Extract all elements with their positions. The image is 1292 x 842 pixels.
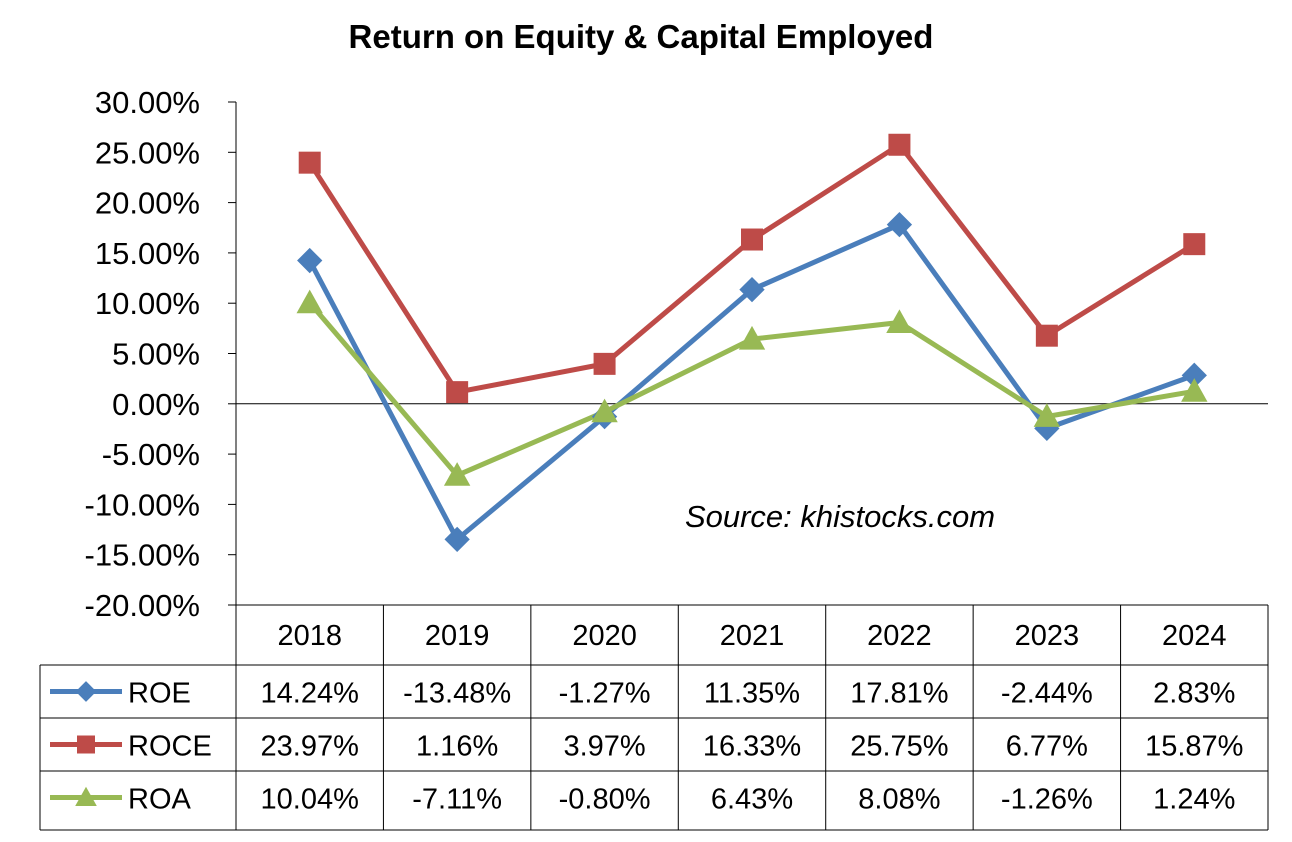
data-point-roa xyxy=(886,309,913,333)
legend-label-roa: ROA xyxy=(128,784,192,816)
data-label-roe: -2.44% xyxy=(1001,678,1093,710)
x-category-label: 2018 xyxy=(277,620,342,652)
y-tick-label: 10.00% xyxy=(95,286,200,321)
data-label-roa: 6.43% xyxy=(711,784,793,816)
legend-marker-roce xyxy=(77,735,95,754)
y-tick-label: -10.00% xyxy=(85,487,200,522)
x-category-label: 2024 xyxy=(1162,620,1227,652)
data-point-roe xyxy=(297,247,323,274)
data-label-roce: 25.75% xyxy=(850,731,948,763)
y-tick-label: -15.00% xyxy=(85,538,200,573)
x-category-label: 2022 xyxy=(867,620,932,652)
axes xyxy=(228,101,1268,606)
data-point-roe xyxy=(886,211,913,238)
legend-label-roe: ROE xyxy=(128,678,191,710)
data-point-roa xyxy=(1181,378,1208,402)
data-label-roce: 1.16% xyxy=(416,731,498,763)
data-point-roce xyxy=(741,228,763,251)
data-label-roa: 10.04% xyxy=(261,784,359,816)
data-label-roce: 6.77% xyxy=(1006,731,1088,763)
data-point-roa xyxy=(738,325,766,350)
y-tick-label: 30.00% xyxy=(95,85,200,120)
data-label-roce: 15.87% xyxy=(1145,731,1243,763)
data-label-roce: 23.97% xyxy=(261,731,359,763)
x-category-label: 2023 xyxy=(1015,620,1080,652)
data-table-rows: ROE 14.24% -13.48% -1.27% 11.35% 17.81% -2.44%… xyxy=(50,678,1243,816)
legend-marker-roa xyxy=(75,786,97,807)
y-tick-label: 5.00% xyxy=(112,337,200,372)
legend-label-roce: ROCE xyxy=(128,731,212,763)
data-label-roa: 1.24% xyxy=(1153,784,1235,816)
data-point-roa xyxy=(1033,403,1061,427)
y-tick-label: -20.00% xyxy=(85,588,200,623)
data-label-roce: 16.33% xyxy=(703,731,801,763)
legend-key-roa xyxy=(50,786,122,807)
data-label-roa: -1.26% xyxy=(1001,784,1093,816)
source-annotation: Source: khistocks.com xyxy=(685,499,995,534)
y-tick-label: 0.00% xyxy=(112,387,200,422)
data-point-roa xyxy=(443,462,471,486)
data-point-roce xyxy=(446,381,469,404)
data-label-roe: -13.48% xyxy=(403,678,511,710)
series-line-roe xyxy=(307,221,1196,544)
data-label-roe: 2.83% xyxy=(1153,678,1235,710)
series-line-roce xyxy=(307,141,1196,395)
data-label-roa: 8.08% xyxy=(858,784,940,816)
x-category-label: 2021 xyxy=(720,620,785,652)
data-label-roa: -7.11% xyxy=(412,784,502,816)
data-point-roce xyxy=(298,151,321,174)
data-point-roa xyxy=(296,289,323,314)
y-tick-label: 25.00% xyxy=(95,135,200,170)
data-point-roce xyxy=(593,352,616,375)
data-point-roa xyxy=(591,398,618,423)
data-label-roe: 17.81% xyxy=(850,678,948,710)
data-point-roe xyxy=(739,276,765,303)
chart-title: Return on Equity & Capital Employed xyxy=(349,18,934,55)
data-point-roe xyxy=(1181,362,1207,388)
x-category-label: 2019 xyxy=(425,620,490,652)
data-label-roce: 3.97% xyxy=(563,731,645,763)
y-axis-tick-labels: 30.00% 25.00% 20.00% 15.00% 10.00% 5.00% 0.00%… xyxy=(85,85,200,623)
data-point-roe xyxy=(444,526,470,553)
y-tick-label: 20.00% xyxy=(95,186,200,221)
x-axis-category-labels: 2018 2019 2020 2021 2022 2023 2024 xyxy=(277,620,1226,652)
data-table-grid xyxy=(39,604,1269,831)
data-point-roce xyxy=(888,133,911,156)
y-tick-label: -5.00% xyxy=(102,437,200,472)
data-label-roe: 11.35% xyxy=(704,678,800,710)
data-point-roce xyxy=(1035,324,1058,347)
legend-key-roce xyxy=(50,735,122,754)
y-tick-label: 15.00% xyxy=(95,236,200,271)
data-label-roe: 14.24% xyxy=(261,678,359,710)
series-markers xyxy=(296,133,1208,553)
data-label-roe: -1.27% xyxy=(559,678,651,710)
legend-key-roe xyxy=(50,681,122,702)
data-label-roa: -0.80% xyxy=(559,784,651,816)
legend-marker-roe xyxy=(75,681,97,702)
x-category-label: 2020 xyxy=(572,620,637,652)
data-point-roce xyxy=(1183,233,1206,256)
